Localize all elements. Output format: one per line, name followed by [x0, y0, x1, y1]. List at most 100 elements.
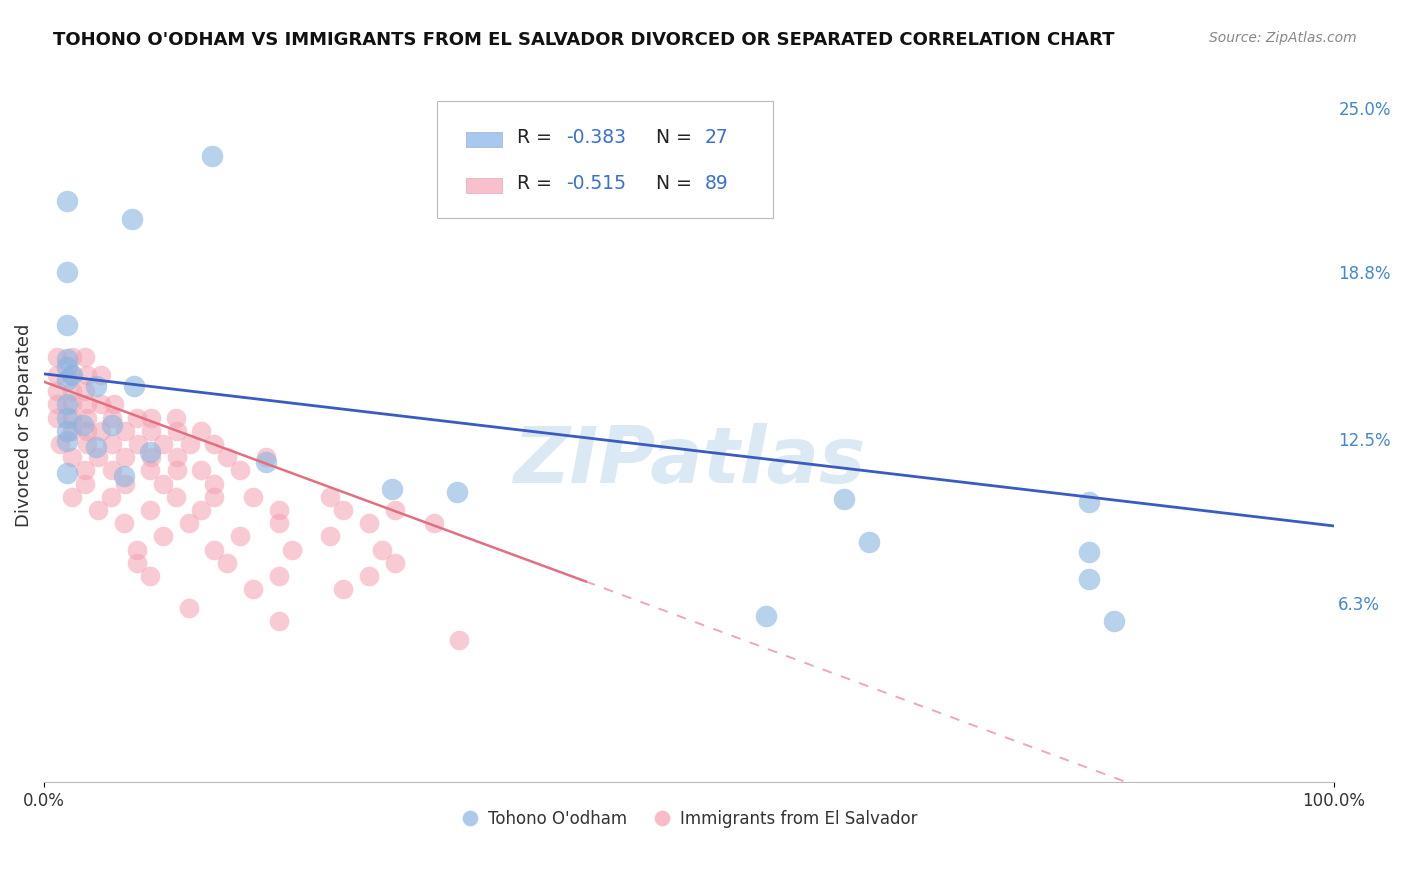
Point: [202, 542, 225, 557]
Point: [832, 492, 855, 507]
Point: [165, 490, 187, 504]
Point: [319, 529, 342, 543]
Text: N =: N =: [644, 128, 697, 147]
Point: [125, 410, 148, 425]
Point: [267, 503, 290, 517]
Point: [101, 463, 124, 477]
Point: [177, 516, 200, 531]
Point: [75, 384, 97, 398]
Point: [56, 410, 79, 425]
Point: [229, 529, 252, 543]
Point: [101, 410, 124, 425]
Point: [56, 352, 79, 367]
Point: [190, 424, 212, 438]
Point: [90, 397, 112, 411]
Point: [446, 484, 468, 499]
Point: [201, 149, 224, 163]
Point: [166, 424, 188, 438]
Point: [384, 556, 406, 570]
Point: [139, 503, 162, 517]
Point: [139, 450, 162, 465]
Point: [46, 368, 69, 383]
Point: [371, 542, 394, 557]
FancyBboxPatch shape: [437, 101, 773, 219]
Point: [202, 476, 225, 491]
Point: [56, 265, 79, 279]
Point: [152, 476, 174, 491]
Point: [1104, 614, 1126, 628]
Point: [139, 410, 162, 425]
Text: TOHONO O'ODHAM VS IMMIGRANTS FROM EL SALVADOR DIVORCED OR SEPARATED CORRELATION : TOHONO O'ODHAM VS IMMIGRANTS FROM EL SAL…: [53, 31, 1115, 49]
Point: [267, 516, 290, 531]
Point: [166, 463, 188, 477]
Point: [100, 490, 122, 504]
Point: [357, 569, 380, 583]
Point: [242, 582, 264, 597]
Point: [75, 350, 97, 364]
Text: 27: 27: [704, 128, 728, 147]
Point: [125, 556, 148, 570]
Point: [254, 455, 277, 469]
Point: [46, 410, 69, 425]
Point: [46, 350, 69, 364]
Point: [48, 437, 70, 451]
Text: R =: R =: [517, 128, 558, 147]
Point: [121, 212, 143, 227]
Point: [87, 450, 110, 465]
Point: [56, 318, 79, 332]
Point: [87, 503, 110, 517]
Point: [217, 556, 239, 570]
Text: R =: R =: [517, 174, 558, 193]
Point: [114, 424, 136, 438]
Point: [112, 516, 135, 531]
Text: N =: N =: [644, 174, 697, 193]
Point: [76, 368, 98, 383]
Point: [1077, 572, 1099, 586]
Point: [76, 410, 98, 425]
Point: [46, 384, 69, 398]
Point: [381, 482, 404, 496]
Point: [76, 424, 98, 438]
Point: [190, 463, 212, 477]
Point: [62, 424, 84, 438]
Point: [319, 490, 342, 504]
Point: [179, 437, 201, 451]
Point: [357, 516, 380, 531]
Point: [84, 440, 107, 454]
Point: [56, 397, 79, 411]
Point: [56, 360, 79, 375]
Point: [62, 384, 84, 398]
Text: Source: ZipAtlas.com: Source: ZipAtlas.com: [1209, 31, 1357, 45]
Point: [332, 503, 354, 517]
Point: [112, 468, 135, 483]
Point: [101, 418, 124, 433]
Point: [858, 534, 880, 549]
Point: [56, 466, 79, 480]
Point: [62, 410, 84, 425]
Point: [217, 450, 239, 465]
Point: [90, 368, 112, 383]
Y-axis label: Divorced or Separated: Divorced or Separated: [15, 324, 32, 527]
Point: [90, 424, 112, 438]
Point: [422, 516, 444, 531]
Point: [125, 542, 148, 557]
Point: [152, 529, 174, 543]
Point: [75, 476, 97, 491]
Point: [84, 378, 107, 392]
Point: [384, 503, 406, 517]
Text: -0.515: -0.515: [567, 174, 626, 193]
Point: [75, 463, 97, 477]
Point: [1077, 495, 1099, 509]
Point: [72, 418, 94, 433]
Point: [76, 397, 98, 411]
FancyBboxPatch shape: [465, 132, 502, 147]
Point: [124, 378, 146, 392]
Point: [62, 490, 84, 504]
Point: [101, 437, 124, 451]
Point: [62, 450, 84, 465]
FancyBboxPatch shape: [465, 178, 502, 193]
Point: [62, 350, 84, 364]
Point: [190, 503, 212, 517]
Point: [166, 450, 188, 465]
Point: [202, 490, 225, 504]
